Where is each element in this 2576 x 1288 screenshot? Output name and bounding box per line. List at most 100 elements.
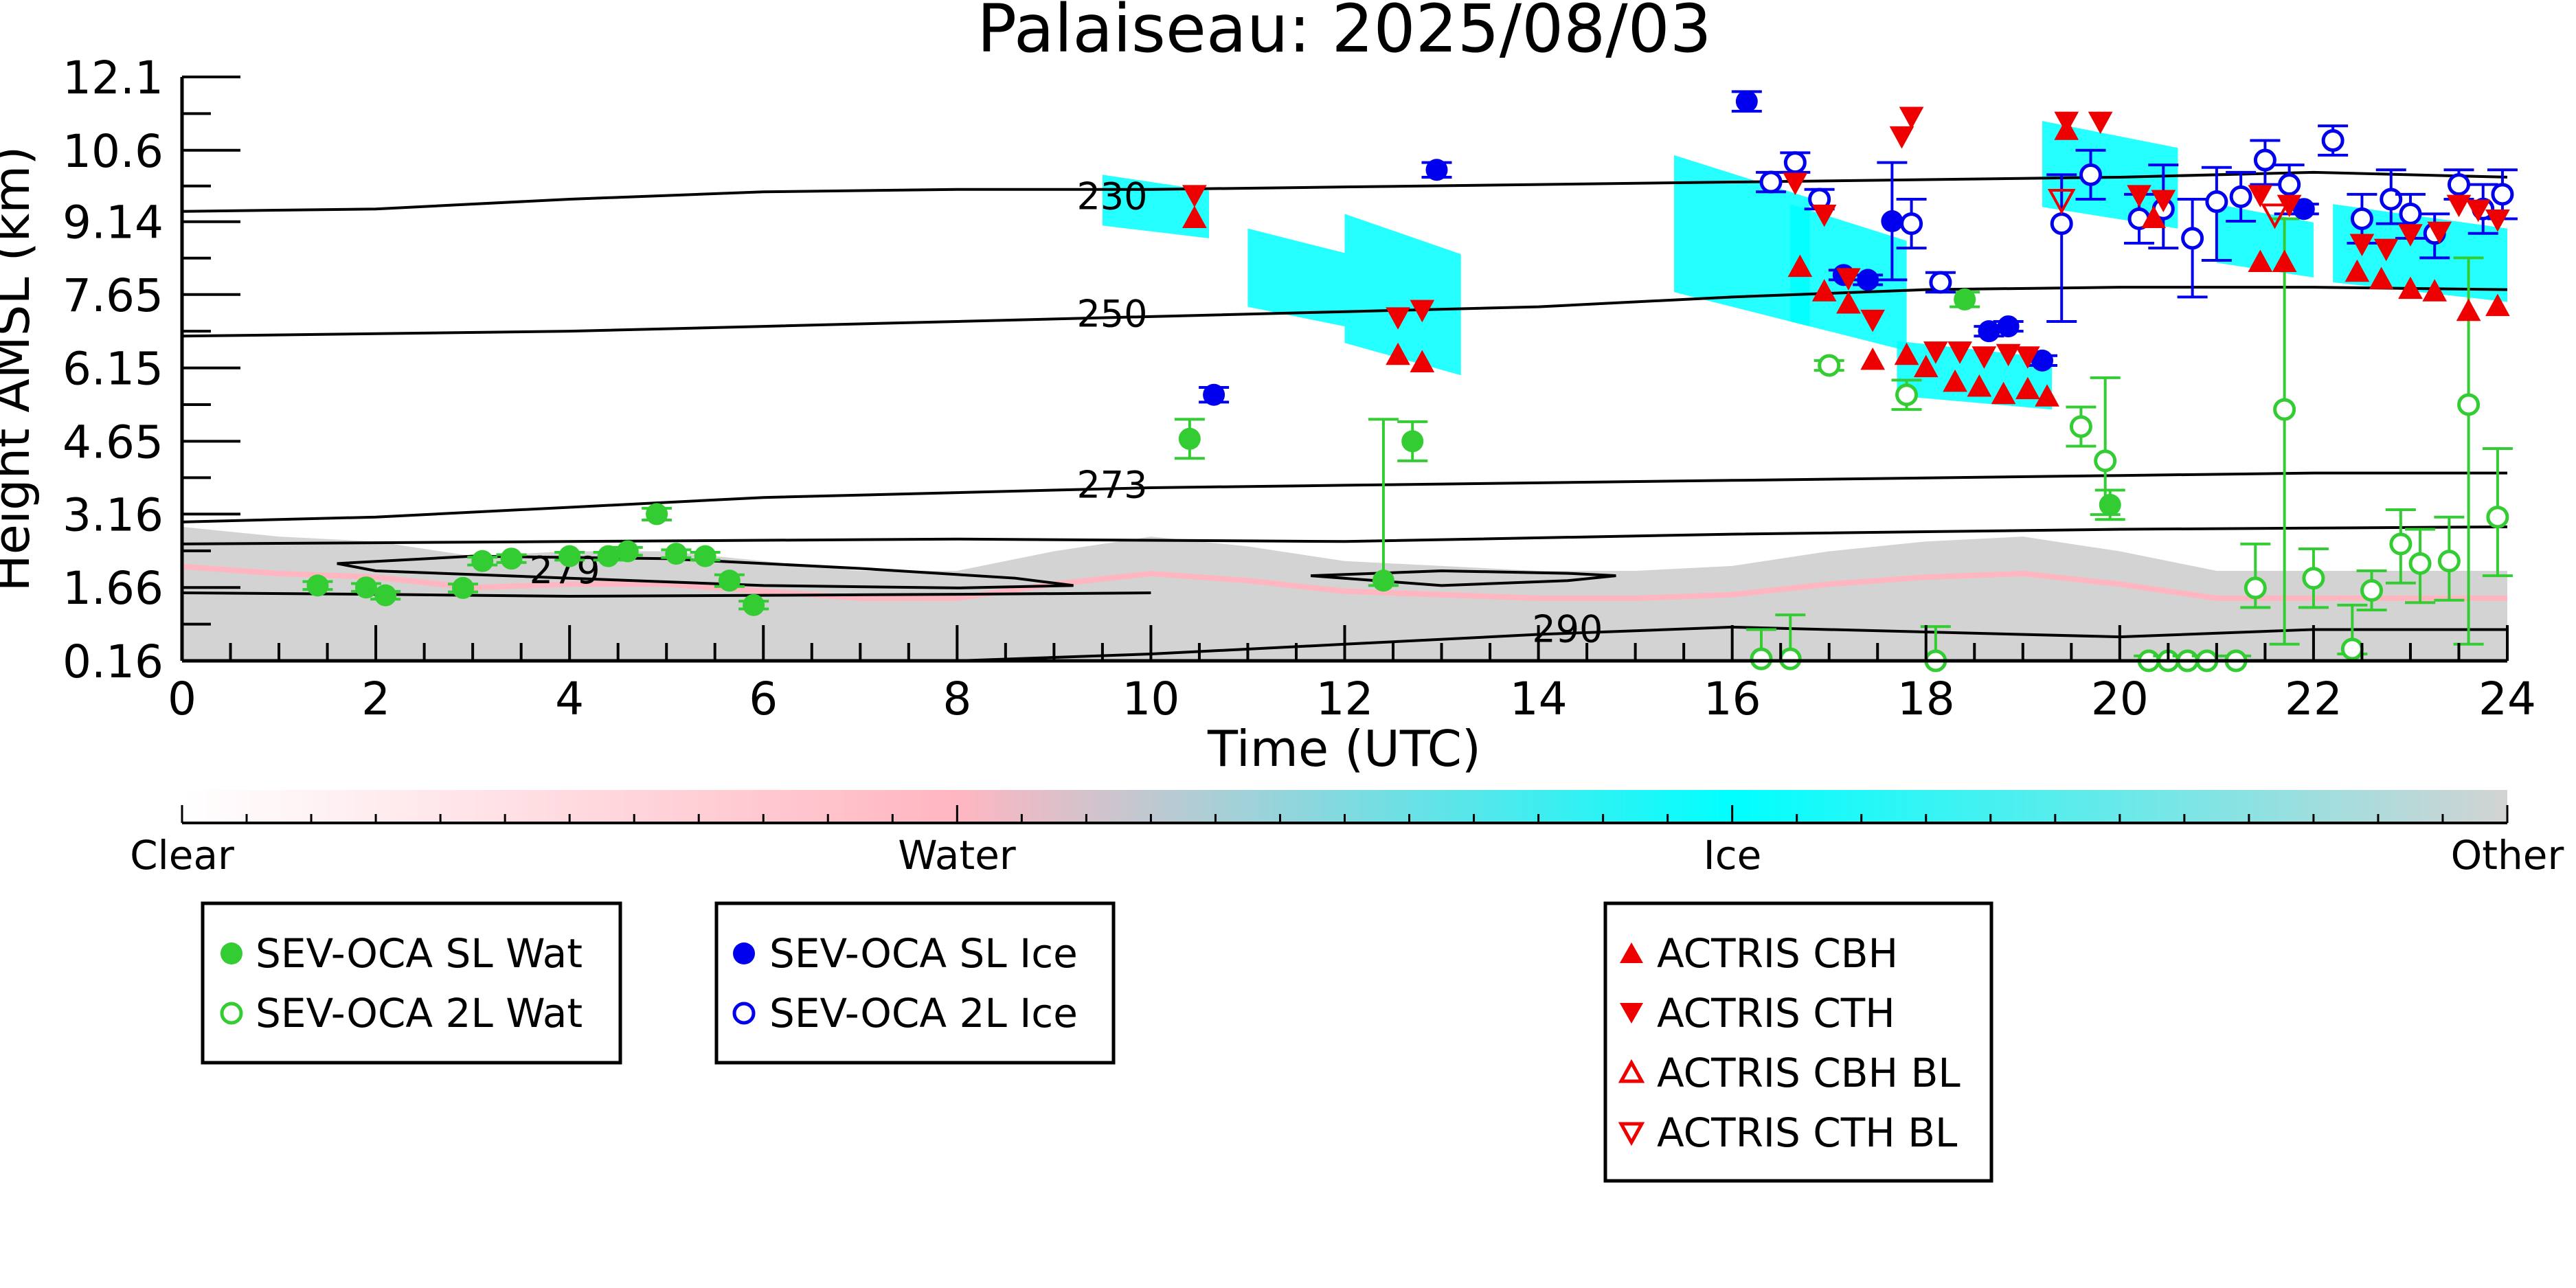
data-point — [1818, 354, 1841, 377]
data-point — [2399, 202, 2422, 225]
y-tick-label: 12.1 — [63, 52, 163, 104]
data-point — [1923, 341, 1948, 364]
x-tick-label: 14 — [1510, 673, 1568, 725]
x-axis-label: Time (UTC) — [1207, 720, 1481, 778]
x-tick-label: 22 — [2285, 673, 2342, 725]
data-point — [2380, 188, 2403, 211]
data-point — [1410, 350, 1435, 372]
data-point — [2485, 209, 2510, 232]
legend-actris: ACTRIS CBH ACTRIS CTH ACTRIS CBH BL ACTR… — [1603, 901, 1993, 1183]
data-point — [1991, 381, 2016, 405]
data-point — [2369, 267, 2394, 289]
data-point — [2427, 221, 2452, 245]
data-point — [2273, 398, 2296, 421]
colorbar-ticks — [181, 805, 2509, 823]
data-point — [1750, 647, 1773, 670]
data-point — [2088, 111, 2113, 135]
colorbar: Clear Water Ice Other — [130, 790, 2564, 879]
y-axis-label: Height AMSL (km) — [0, 146, 41, 592]
data-point — [2141, 205, 2167, 228]
legend-water: SEV-OCA SL Wat SEV-OCA 2L Wat — [201, 901, 622, 1065]
data-point — [2035, 384, 2059, 407]
data-point — [471, 550, 494, 572]
mask-region-ice — [1247, 228, 1345, 327]
y-tick-label: 4.65 — [63, 416, 163, 468]
data-point — [1836, 268, 1861, 291]
data-point — [1860, 347, 1886, 370]
data-point — [2054, 111, 2079, 135]
legend-label-actris-cbh-bl: ACTRIS CBH BL — [1657, 1050, 1961, 1096]
data-point — [2069, 415, 2092, 438]
colorbar-label-ice: Ice — [1704, 832, 1762, 879]
data-point — [2485, 293, 2510, 317]
data-point — [2047, 188, 2076, 215]
x-tick-label: 0 — [168, 673, 196, 725]
data-point — [1913, 354, 1939, 378]
data-point — [646, 503, 668, 526]
contour-label: 230 — [1076, 174, 1147, 218]
data-point — [2340, 637, 2364, 661]
data-point — [1401, 430, 1424, 453]
data-point — [1386, 307, 1410, 330]
data-point — [2015, 376, 2040, 400]
data-point — [2447, 173, 2470, 196]
data-point — [2229, 185, 2252, 208]
data-point — [2278, 173, 2301, 196]
data-point — [1386, 342, 1410, 365]
series-actris-cth-bl — [2047, 188, 2289, 229]
x-tick-label: 16 — [1704, 673, 1761, 725]
data-point — [1836, 291, 1861, 314]
data-point — [1410, 300, 1435, 323]
data-point — [1997, 315, 2020, 338]
data-point — [718, 569, 741, 592]
data-point — [2389, 532, 2413, 556]
data-point — [1889, 126, 1914, 149]
data-point — [1182, 185, 1207, 207]
y-tick-label: 1.66 — [63, 562, 163, 615]
data-point — [452, 576, 475, 599]
data-point — [1967, 374, 1992, 397]
data-point — [1811, 204, 1837, 227]
data-point — [616, 540, 639, 563]
data-point — [1811, 279, 1837, 302]
data-point — [1881, 210, 1903, 233]
data-point — [306, 574, 329, 597]
data-point — [2253, 148, 2276, 172]
legend-actris-box — [1603, 901, 1993, 1183]
mask-band-water — [182, 563, 2507, 601]
mask-region-ice — [2042, 121, 2178, 229]
colorbar-label-clear: Clear — [130, 832, 234, 879]
data-point — [2031, 349, 2053, 372]
series-actris-cbh — [1182, 117, 2510, 407]
data-point — [1900, 212, 1923, 236]
contour-line — [182, 525, 2507, 545]
legend-water-box — [201, 901, 622, 1065]
x-tick-label: 2 — [361, 673, 390, 725]
legend-marker-actris-cbh — [1620, 942, 1643, 963]
data-point — [1894, 342, 1919, 365]
x-ticks: 0 2 4 6 8 10 12 14 16 18 20 22 24 — [168, 625, 2536, 725]
data-point — [2422, 279, 2448, 302]
data-point — [2491, 183, 2514, 206]
contour-line — [1310, 569, 1616, 587]
contour-label: 250 — [1076, 292, 1147, 335]
y-tick-label: 9.14 — [63, 196, 163, 249]
data-point — [2050, 212, 2073, 236]
data-point — [2099, 493, 2121, 516]
data-point — [2456, 298, 2481, 321]
data-point — [1929, 271, 1952, 294]
data-point — [1895, 383, 1919, 407]
legend-label-2l-wat: SEV-OCA 2L Wat — [256, 990, 583, 1037]
y-tick-label: 0.16 — [63, 635, 163, 688]
data-point — [1996, 343, 2021, 367]
legend-ice: SEV-OCA SL Ice SEV-OCA 2L Ice — [714, 901, 1116, 1065]
data-point — [1954, 288, 1976, 310]
contour-line — [182, 591, 1151, 598]
x-tick-label: 10 — [1122, 673, 1179, 725]
data-point — [1425, 159, 1448, 181]
data-point — [1783, 172, 1808, 196]
contour-line — [182, 471, 2507, 523]
x-tick-label: 4 — [555, 673, 584, 725]
legend-label-sl-wat: SEV-OCA SL Wat — [256, 930, 583, 977]
